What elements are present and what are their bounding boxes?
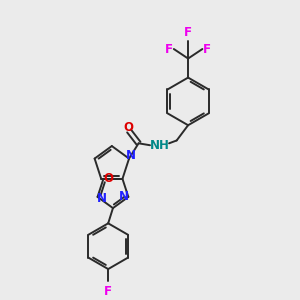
Text: O: O	[103, 172, 113, 185]
Text: F: F	[184, 26, 192, 38]
Text: O: O	[123, 121, 133, 134]
Text: F: F	[203, 43, 211, 56]
Text: F: F	[104, 285, 112, 298]
Text: F: F	[165, 43, 173, 56]
Text: N: N	[126, 149, 136, 162]
Text: N: N	[118, 190, 129, 203]
Text: N: N	[97, 192, 107, 205]
Text: NH: NH	[150, 139, 169, 152]
